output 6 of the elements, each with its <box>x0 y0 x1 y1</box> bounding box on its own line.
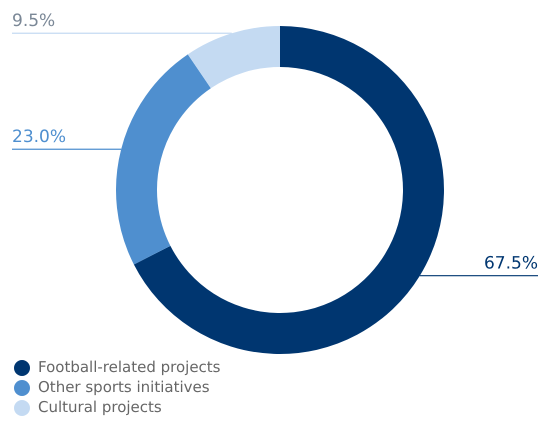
data-label: 67.5% <box>484 254 538 274</box>
legend-label: Football-related projects <box>38 358 220 377</box>
legend-label: Cultural projects <box>38 398 162 417</box>
data-label: 9.5% <box>12 11 56 32</box>
data-label: 23.0% <box>12 127 66 148</box>
legend-label: Other sports initiatives <box>38 378 210 397</box>
